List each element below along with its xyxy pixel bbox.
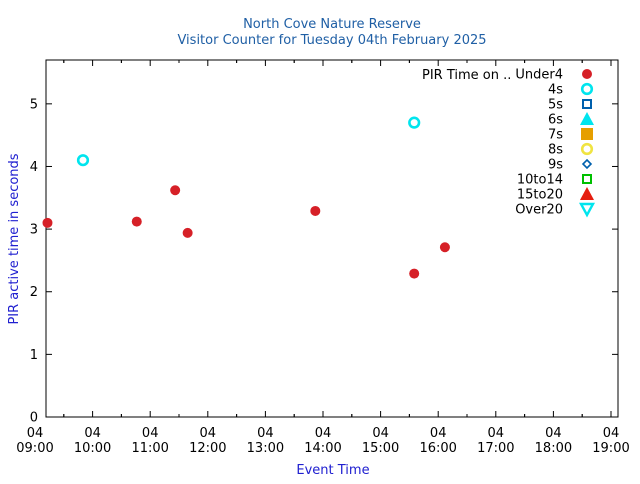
x-tick-day-label: 04	[430, 426, 447, 441]
x-tick-day-label: 04	[603, 426, 620, 441]
x-tick-time-label: 09:00	[16, 441, 53, 456]
plot-area-frame	[45, 59, 619, 418]
x-tick-time-label: 19:00	[592, 441, 629, 456]
legend-label-8s: 8s	[548, 143, 563, 158]
x-tick-time-label: 11:00	[131, 441, 168, 456]
data-point-under4	[409, 268, 420, 279]
legend-marker-15to20	[580, 187, 594, 200]
data-point-under4	[131, 216, 142, 227]
legend-label-7s: 7s	[548, 128, 563, 143]
legend-marker-over20	[578, 202, 596, 218]
legend-label-15to20: 15to20	[517, 188, 563, 203]
legend-label-under4: Under4	[515, 68, 563, 83]
y-tick-label: 4	[30, 160, 38, 175]
legend-label-9s: 9s	[548, 158, 563, 173]
legend-label-10to14: 10to14	[517, 173, 563, 188]
y-axis-label: PIR active time in seconds	[7, 153, 22, 324]
y-tick-label: 2	[30, 285, 38, 300]
data-point-4s	[76, 154, 90, 167]
x-tick-day-label: 04	[257, 426, 274, 441]
data-point-under4	[42, 217, 53, 228]
x-tick-day-label: 04	[142, 426, 159, 441]
axis-ticks: 0123450409:000410:000411:000412:000413:0…	[16, 60, 630, 456]
x-tick-day-label: 04	[372, 426, 389, 441]
legend-label-6s: 6s	[548, 113, 563, 128]
legend-marker-4s	[580, 82, 594, 96]
data-point-under4	[439, 242, 450, 253]
data-point-under4	[182, 227, 193, 238]
legend-label-over20: Over20	[515, 203, 563, 218]
x-tick-day-label: 04	[84, 426, 101, 441]
legend-title: PIR Time on ..	[422, 68, 511, 83]
y-tick-label: 5	[30, 97, 38, 112]
x-tick-time-label: 17:00	[477, 441, 514, 456]
legend-marker-5s	[582, 99, 592, 109]
data-point-under4	[170, 185, 181, 196]
legend-label-5s: 5s	[548, 98, 563, 113]
x-tick-time-label: 12:00	[189, 441, 226, 456]
data-point-4s	[408, 116, 421, 129]
legend-marker-8s	[580, 142, 594, 156]
x-tick-day-label: 04	[315, 426, 332, 441]
data-points	[42, 116, 450, 279]
legend-marker-10to14	[582, 174, 592, 184]
legend-label-4s: 4s	[548, 83, 563, 98]
x-tick-time-label: 18:00	[535, 441, 572, 456]
x-tick-time-label: 14:00	[304, 441, 341, 456]
chart-title: North Cove Nature Reserve	[243, 17, 421, 32]
legend-marker-9s	[581, 158, 593, 170]
chart-subtitle: Visitor Counter for Tuesday 04th Februar…	[177, 33, 486, 48]
y-tick-label: 1	[30, 348, 38, 363]
x-tick-day-label: 04	[488, 426, 505, 441]
legend-marker-under4	[582, 69, 592, 79]
y-tick-label: 0	[30, 411, 38, 426]
x-tick-day-label: 04	[27, 426, 44, 441]
x-tick-time-label: 10:00	[74, 441, 111, 456]
data-point-under4	[310, 205, 321, 216]
x-tick-time-label: 13:00	[247, 441, 284, 456]
x-axis-label: Event Time	[296, 463, 369, 478]
x-tick-time-label: 16:00	[419, 441, 456, 456]
x-tick-day-label: 04	[545, 426, 562, 441]
legend-marker-6s	[580, 112, 594, 125]
legend-marker-7s	[581, 128, 593, 140]
x-tick-time-label: 15:00	[362, 441, 399, 456]
x-tick-day-label: 04	[200, 426, 217, 441]
y-tick-label: 3	[30, 223, 38, 238]
